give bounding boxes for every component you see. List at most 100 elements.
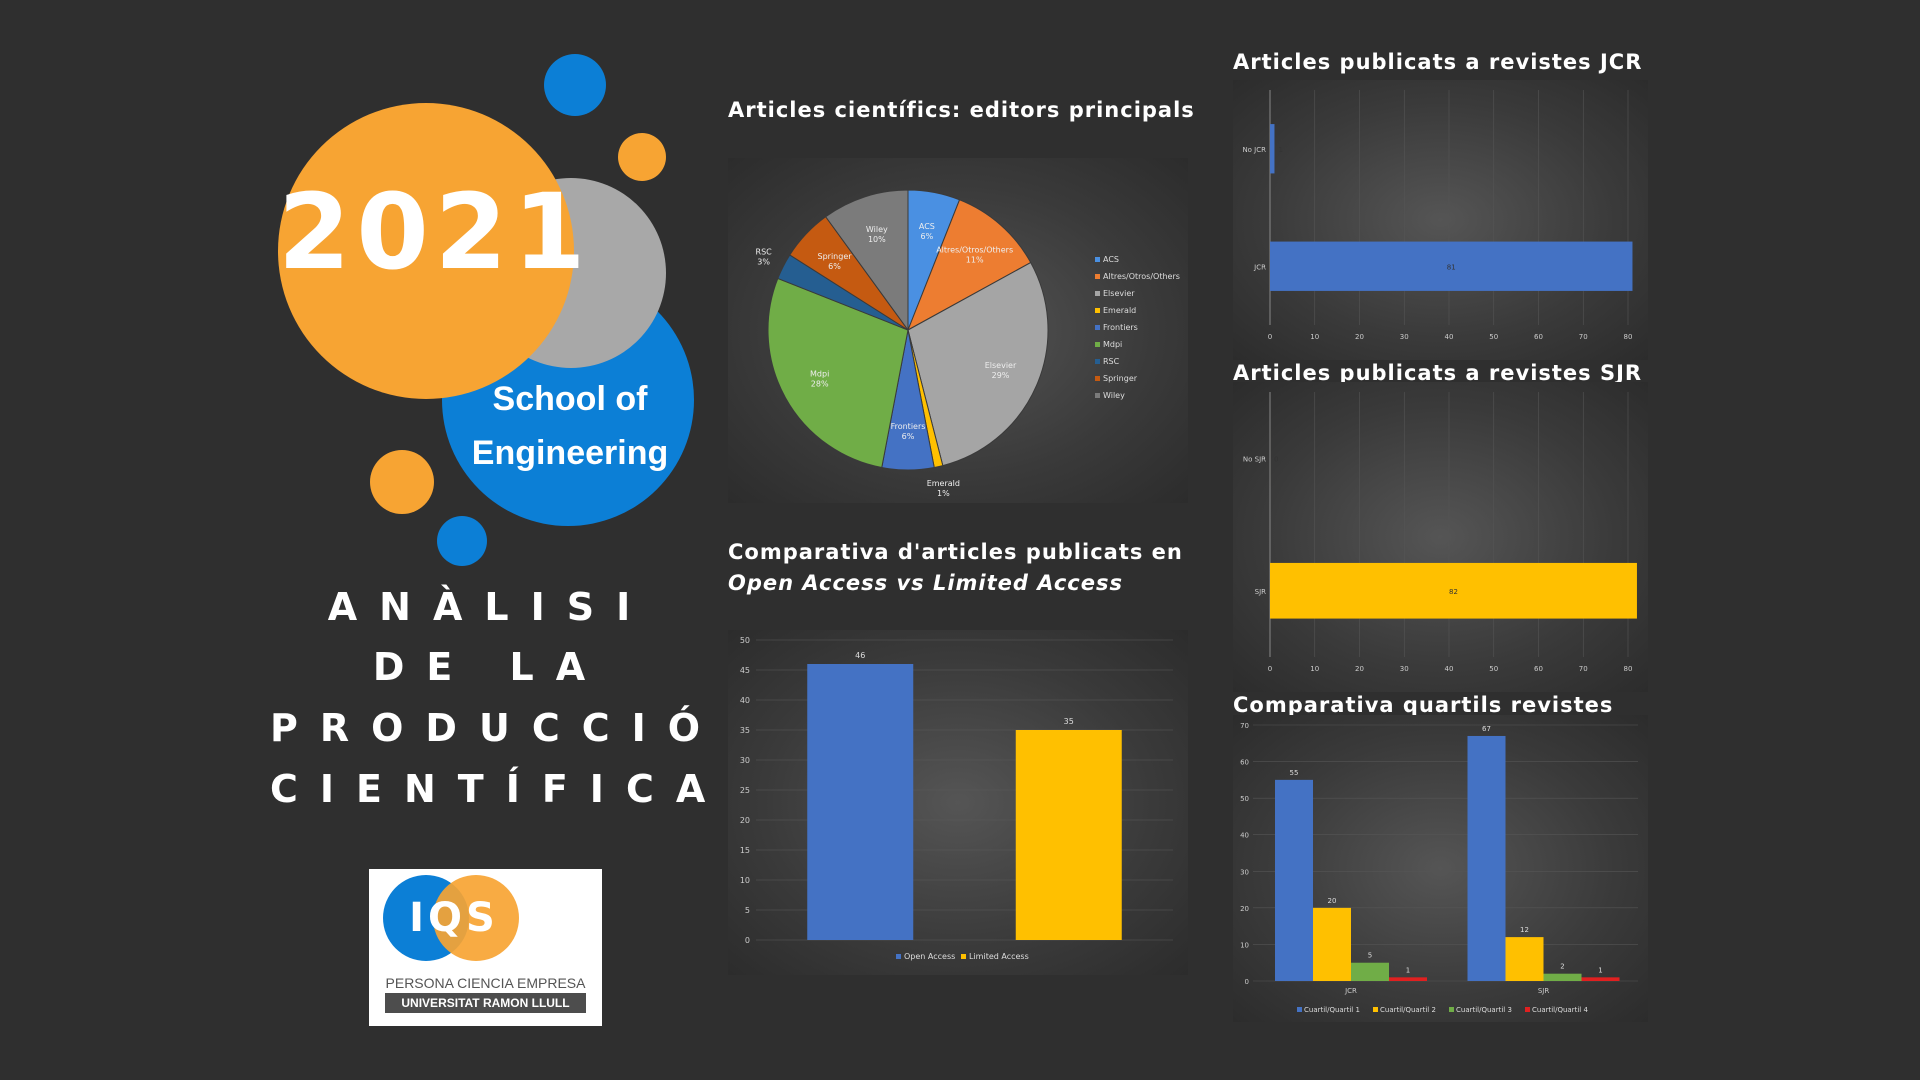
y-tick-label: 30: [740, 756, 750, 765]
legend-swatch: [1095, 308, 1100, 313]
access-title-line1: Comparativa d'articles publicats en: [728, 540, 1183, 564]
legend-label: Springer: [1103, 374, 1138, 383]
x-tick-label: 20: [1355, 333, 1364, 341]
sjr-title: Articles publicats a revistes SJR: [1233, 361, 1643, 385]
x-tick-label: 40: [1445, 665, 1454, 673]
bar-value-label: 1: [1278, 146, 1282, 154]
y-tick-label: 40: [1240, 832, 1249, 840]
pie-slice: [907, 261, 1049, 467]
category-label: SJR: [1255, 588, 1267, 596]
legend-label: Frontiers: [1103, 323, 1138, 332]
bar-value-label: 46: [855, 651, 865, 660]
logo-university: UNIVERSITAT RAMON LLULL: [385, 993, 586, 1013]
pie-slice-percent: 6%: [902, 432, 915, 441]
pie-slice-label: ACS: [919, 222, 935, 231]
legend-swatch: [1095, 359, 1100, 364]
x-tick-label: 0: [1268, 333, 1272, 341]
pie-chart: ACS6%Altres/Otros/Others11%Elsevier29%Em…: [756, 189, 1180, 498]
pie-slice-label: Frontiers: [891, 422, 926, 431]
deco-circle-orange-small: [618, 133, 666, 181]
category-label: No SJR: [1243, 455, 1266, 463]
bar-value-label: 20: [1328, 897, 1337, 905]
x-tick-label: 0: [1268, 665, 1272, 673]
pie-slice: [767, 277, 909, 469]
legend-label: Elsevier: [1103, 289, 1135, 298]
legend-label: Limited Access: [969, 952, 1029, 961]
bar-value-label: 1: [1406, 966, 1410, 974]
deco-circle-orange-mid: [370, 450, 434, 514]
legend-swatch: [896, 954, 901, 959]
bar: [1389, 977, 1427, 981]
legend-label: ACS: [1103, 255, 1119, 264]
y-tick-label: 35: [740, 726, 750, 735]
access-chart-panel: 0 5 10 15 20 25 30 35 40 45 50 46 35 Open Access Limit…: [728, 630, 1188, 975]
y-tick-label: 25: [740, 786, 750, 795]
legend-swatch: [961, 954, 966, 959]
pie-slice-label: Elsevier: [985, 361, 1017, 370]
y-tick-label: 70: [1240, 722, 1249, 730]
x-tick-label: 70: [1579, 665, 1588, 673]
y-tick-label: 50: [1240, 795, 1249, 803]
analysis-line-4: CIENTÍFICA: [270, 767, 728, 811]
year-label: 2021: [278, 171, 592, 293]
bar-value-label: 12: [1520, 926, 1529, 934]
pie-chart-panel: ACS 6% Altres/Otros/Others 11% Elsevier 29% Em…: [728, 158, 1188, 503]
quartiles-chart-panel: 0 10 20 30 40 50 60 70 55 20 5 1 JCR 67 12 2 1 SJR Cuartil…: [1233, 715, 1648, 1022]
legend-label: Cuartil/Quartil 1: [1304, 1006, 1360, 1014]
pie-slice-label: Emerald: [927, 479, 960, 488]
y-tick-label: 45: [740, 666, 750, 675]
x-tick-label: 40: [1445, 333, 1454, 341]
bar-value-label: 81: [1447, 263, 1456, 271]
bar: [1015, 730, 1122, 940]
logo-tagline: PERSONA CIENCIA EMPRESA: [385, 975, 586, 991]
pie-slice-percent: 1%: [937, 489, 950, 498]
pie-slice-label: RSC: [756, 247, 773, 256]
legend-label: Cuartil/Quartil 2: [1380, 1006, 1436, 1014]
y-tick-label: 20: [1240, 905, 1249, 913]
bar-value-label: 1: [1598, 966, 1602, 974]
legend-label: Wiley: [1103, 391, 1125, 400]
bar: [1505, 937, 1544, 981]
bar-value-label: 0: [1274, 455, 1278, 463]
access-title-line2: Open Access vs Limited Access: [728, 571, 1123, 595]
legend-swatch: [1095, 376, 1100, 381]
legend-label: RSC: [1103, 357, 1120, 366]
x-tick-label: SJR: [1538, 987, 1550, 995]
x-tick-label: 10: [1310, 333, 1319, 341]
analysis-line-1: ANÀLISI: [327, 585, 653, 629]
legend-label: Mdpi: [1103, 340, 1122, 349]
y-tick-label: 5: [745, 906, 750, 915]
legend-swatch: [1095, 393, 1100, 398]
pie-slice-percent: 6%: [828, 262, 841, 271]
bar: [1467, 735, 1506, 981]
y-tick-label: 15: [740, 846, 750, 855]
x-tick-label: 50: [1489, 665, 1498, 673]
quartiles-bar-chart: 0 10 20 30 40 50 60 70 55 20 5 1 JCR 67 12 2 1 SJR Cuartil…: [1240, 722, 1638, 1014]
pie-slice-percent: 11%: [966, 255, 984, 264]
sjr-chart-panel: 0 10 20 30 40 50 60 70 80 No SJR 0 SJR 82: [1233, 382, 1648, 692]
bar-value-label: 5: [1368, 952, 1372, 960]
sjr-bar-chart: 0 10 20 30 40 50 60 70 80 No SJR 0 SJR 82: [1243, 392, 1637, 673]
pie-slice-label: Wiley: [866, 225, 888, 234]
jcr-title: Articles publicats a revistes JCR: [1233, 50, 1643, 74]
x-tick-label: 30: [1400, 665, 1409, 673]
legend-label: Cuartil/Quartil 4: [1532, 1006, 1588, 1014]
bar: [807, 664, 914, 940]
y-tick-label: 0: [745, 936, 750, 945]
bar-value-label: 2: [1560, 963, 1564, 971]
x-tick-label: 60: [1534, 665, 1543, 673]
school-line-1: School of: [492, 380, 648, 418]
deco-circle-blue-small: [437, 516, 487, 566]
legend-swatch: [1095, 274, 1100, 279]
y-tick-label: 50: [740, 636, 750, 645]
pie-slice-percent: 28%: [811, 380, 829, 389]
bar: [1543, 973, 1582, 981]
y-tick-label: 40: [740, 696, 750, 705]
bar: [1270, 124, 1275, 174]
x-tick-label: 50: [1489, 333, 1498, 341]
legend-swatch: [1095, 257, 1100, 262]
x-tick-label: 80: [1624, 665, 1633, 673]
category-label: JCR: [1253, 263, 1266, 271]
analysis-line-3: PRODUCCIÓ: [270, 706, 723, 750]
pie-slice-percent: 3%: [757, 257, 770, 266]
